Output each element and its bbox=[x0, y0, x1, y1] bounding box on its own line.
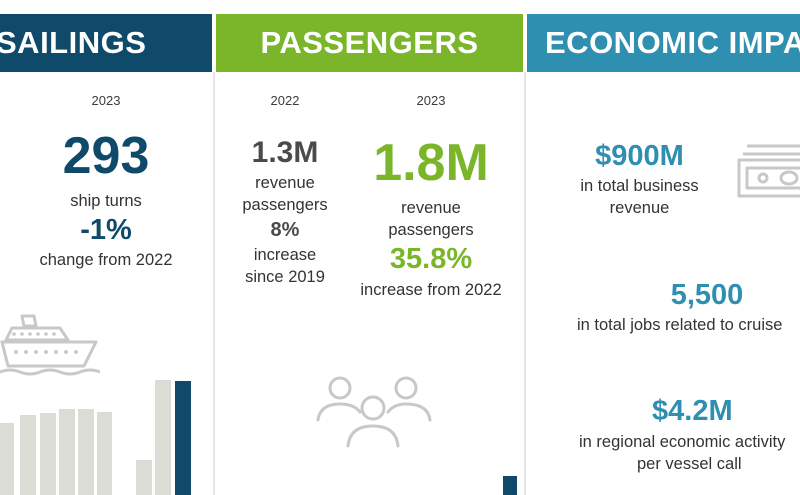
sailings-title: SAILINGS bbox=[0, 25, 147, 60]
sailings-year: 2023 bbox=[91, 93, 121, 108]
divider bbox=[213, 72, 215, 495]
sailings-bar-highlight bbox=[175, 381, 191, 495]
sailings-panel: SAILINGS 2023 293 ship turns -1% change … bbox=[0, 0, 212, 495]
economic-jobs-value: 5,500 bbox=[670, 279, 744, 311]
economic-revenue-label-1: in total business bbox=[580, 177, 699, 195]
passengers-left-change: 8% bbox=[270, 219, 300, 241]
economic-activity-label-1: in regional economic activity bbox=[579, 433, 786, 451]
sailings-bar bbox=[40, 413, 56, 495]
economic-impact-header: ECONOMIC IMPACT bbox=[527, 14, 800, 72]
divider bbox=[524, 72, 526, 495]
passengers-left-change-label-1: increase bbox=[253, 246, 317, 264]
sailings-bar bbox=[0, 423, 14, 495]
passengers-left-year: 2022 bbox=[270, 93, 300, 108]
passengers-right-year: 2023 bbox=[416, 93, 446, 108]
sailings-value: 293 bbox=[62, 127, 150, 185]
sailings-bar bbox=[78, 409, 94, 495]
passengers-left-label-1: revenue bbox=[255, 174, 315, 192]
sailings-header: SAILINGS bbox=[0, 14, 212, 72]
passengers-title: PASSENGERS bbox=[260, 25, 479, 60]
passengers-header: PASSENGERS bbox=[216, 14, 523, 72]
cash-icon bbox=[737, 144, 800, 198]
passengers-right-label-2: passengers bbox=[388, 221, 474, 239]
economic-impact-panel: ECONOMIC IMPACT $900M in total business … bbox=[527, 0, 800, 495]
sailings-change: -1% bbox=[80, 214, 132, 246]
economic-activity-label-2: per vessel call bbox=[637, 455, 742, 473]
economic-jobs-label: in total jobs related to cruise bbox=[577, 316, 783, 334]
sailings-bar bbox=[97, 412, 112, 495]
passengers-right-value: 1.8M bbox=[373, 134, 489, 192]
sailings-change-label: change from 2022 bbox=[39, 251, 173, 269]
passengers-left-value: 1.3M bbox=[251, 136, 319, 169]
passengers-right-label-1: revenue bbox=[401, 199, 461, 217]
passengers-right-change-label: increase from 2022 bbox=[360, 281, 502, 299]
passengers-left-change-label-2: since 2019 bbox=[245, 268, 325, 286]
cruise-ship-icon bbox=[0, 314, 100, 376]
economic-impact-title: ECONOMIC IMPACT bbox=[545, 25, 800, 60]
people-group-icon bbox=[316, 376, 432, 448]
passengers-panel: PASSENGERS 2022 1.3M revenue passengers … bbox=[216, 0, 523, 495]
sailings-bar bbox=[59, 409, 75, 495]
sailings-bar bbox=[136, 460, 152, 495]
economic-activity-value: $4.2M bbox=[652, 395, 733, 427]
economic-revenue-label-2: revenue bbox=[609, 199, 670, 217]
sailings-bar bbox=[20, 415, 36, 495]
economic-revenue-value: $900M bbox=[595, 140, 684, 172]
sailings-value-label: ship turns bbox=[70, 192, 142, 210]
sailings-bar bbox=[155, 380, 171, 495]
passengers-left-label-2: passengers bbox=[242, 196, 328, 214]
passengers-bar-highlight bbox=[503, 476, 517, 495]
passengers-right-change: 35.8% bbox=[389, 243, 473, 275]
